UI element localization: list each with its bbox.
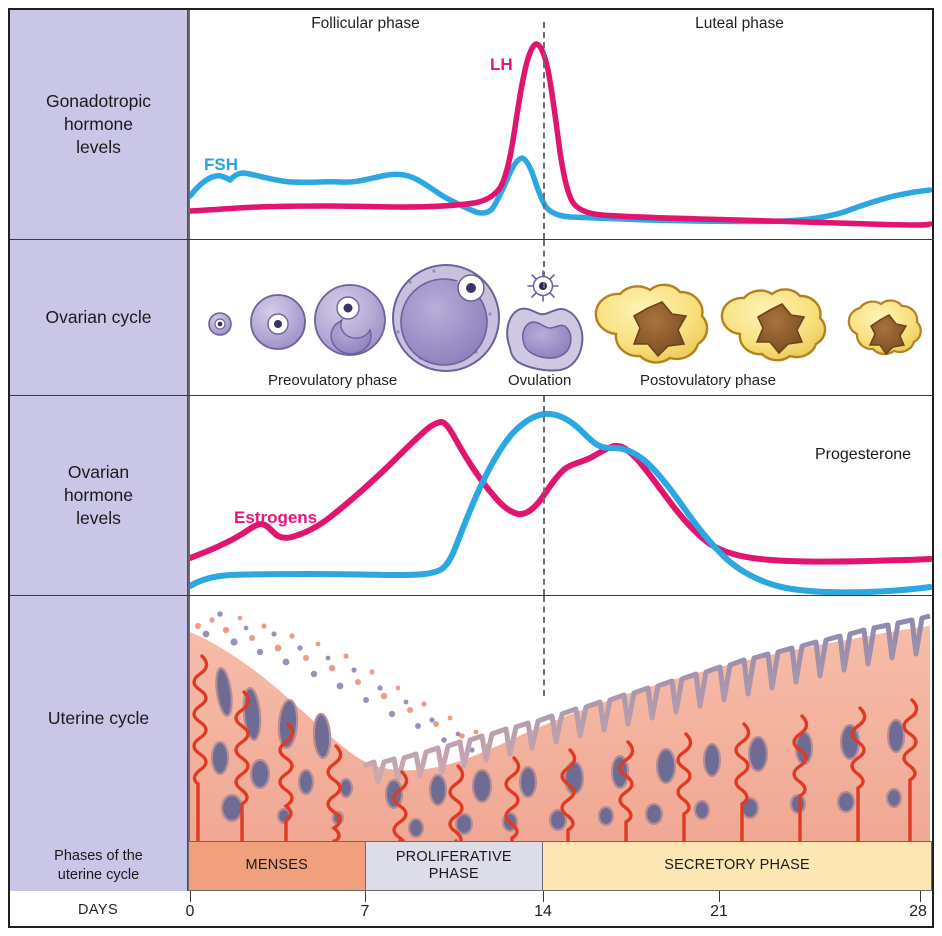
phase-label: MENSES	[245, 857, 308, 874]
primary-follicle-icon	[250, 294, 306, 350]
spiral-arteries	[192, 654, 919, 841]
progesterone-curve	[188, 410, 932, 595]
divider-row1-row2	[10, 239, 934, 240]
fsh-curve-label: FSH	[204, 155, 238, 174]
row-label-ovarian-hormone-levels: Ovarian hormone levels	[10, 396, 188, 595]
panel-uterine-cycle	[188, 596, 932, 841]
day-tick-14	[543, 891, 544, 902]
phase-proliferative[interactable]: PROLIFERATIVE PHASE	[365, 842, 544, 890]
luteal-phase-arrow: Luteal phase	[547, 10, 932, 38]
day-number-14: 14	[534, 903, 552, 920]
row-label-phases-of-the-uterine-cycle: Phases of the uterine cycle	[10, 841, 188, 891]
day-tick-21	[719, 891, 720, 902]
gonadotropic-curves-svg	[188, 41, 932, 228]
luteal-phase-label: Luteal phase	[686, 10, 793, 38]
day-tick-28	[920, 891, 921, 902]
ovulation-marker-line-row4	[543, 596, 545, 696]
mature-graafian-follicle-icon	[392, 264, 500, 372]
y-axis-gonadotropic	[188, 10, 190, 239]
row-label-gonadotropic-hormone-levels: Gonadotropic hormone levels	[10, 10, 188, 239]
y-axis-ovarian-cycle	[188, 240, 190, 395]
panel-ovarian-hormone-levels: Estrogens Progesterone	[188, 396, 932, 595]
day-number-0: 0	[185, 903, 195, 920]
uterine-phases-bar: MENSES PROLIFERATIVE PHASE SECRETORY PHA…	[188, 841, 932, 891]
secondary-follicle-icon	[314, 284, 386, 356]
row-label-ovarian-cycle: Ovarian cycle	[10, 240, 188, 395]
endometrial-surface-epithelium	[363, 613, 931, 785]
ovulation-ruptured-follicle-icon	[506, 270, 584, 372]
day-number-21: 21	[710, 903, 728, 920]
ovarian-structures-svg	[208, 264, 922, 372]
corpus-albicans-icon	[847, 299, 922, 356]
day-tick-0	[190, 891, 191, 902]
ovulation-marker-line-row2	[543, 240, 545, 288]
lh-curve-label: LH	[490, 55, 513, 74]
divider-row2-row3	[10, 395, 934, 396]
endometrium-illustration-svg	[190, 611, 931, 841]
row-label-text: Phases of the uterine cycle	[54, 847, 143, 883]
ovarian-caption-postovulatory: Postovulatory phase	[640, 372, 776, 389]
panel-ovarian-cycle: Preovulatory phase Ovulation Postovulato…	[188, 240, 932, 395]
row-label-text: Ovarian cycle	[45, 306, 152, 327]
phase-menses[interactable]: MENSES	[189, 842, 366, 890]
row-label-text: Uterine cycle	[47, 707, 150, 728]
follicular-phase-label: Follicular phase	[302, 10, 429, 38]
phase-label: SECRETORY PHASE	[664, 857, 810, 874]
y-axis-ovarian-hormone	[188, 396, 190, 595]
estrogens-curve	[188, 419, 932, 565]
row-label-text: Ovarian hormone levels	[63, 461, 134, 529]
divider-row3-row4	[10, 595, 934, 596]
ovulation-marker-line-row1	[543, 22, 545, 239]
day-tick-7	[365, 891, 366, 902]
primordial-follicle-icon	[208, 312, 232, 336]
panel-gonadotropic-hormone-levels: LH FSH	[188, 10, 932, 239]
y-axis-uterine-cycle	[188, 596, 190, 841]
ovulation-marker-line-row3	[543, 396, 545, 595]
row-label-uterine-cycle: Uterine cycle	[10, 596, 188, 841]
row-label-text: Gonadotropic hormone levels	[45, 90, 152, 158]
ovarian-caption-preovulatory: Preovulatory phase	[268, 372, 398, 389]
ovarian-caption-ovulation: Ovulation	[508, 372, 572, 389]
corpus-luteum-early-icon	[594, 283, 709, 364]
days-axis-title: DAYS	[78, 902, 119, 918]
progesterone-curve-label: Progesterone	[815, 446, 912, 463]
corpus-luteum-mature-icon	[720, 288, 827, 362]
lh-curve	[188, 41, 932, 228]
ovarian-hormone-curves-svg	[188, 410, 932, 595]
phase-label: PROLIFERATIVE PHASE	[395, 848, 512, 882]
day-number-7: 7	[360, 903, 370, 920]
phase-secretory[interactable]: SECRETORY PHASE	[543, 842, 931, 890]
day-number-28: 28	[909, 903, 927, 920]
estrogens-curve-label: Estrogens	[234, 508, 318, 527]
